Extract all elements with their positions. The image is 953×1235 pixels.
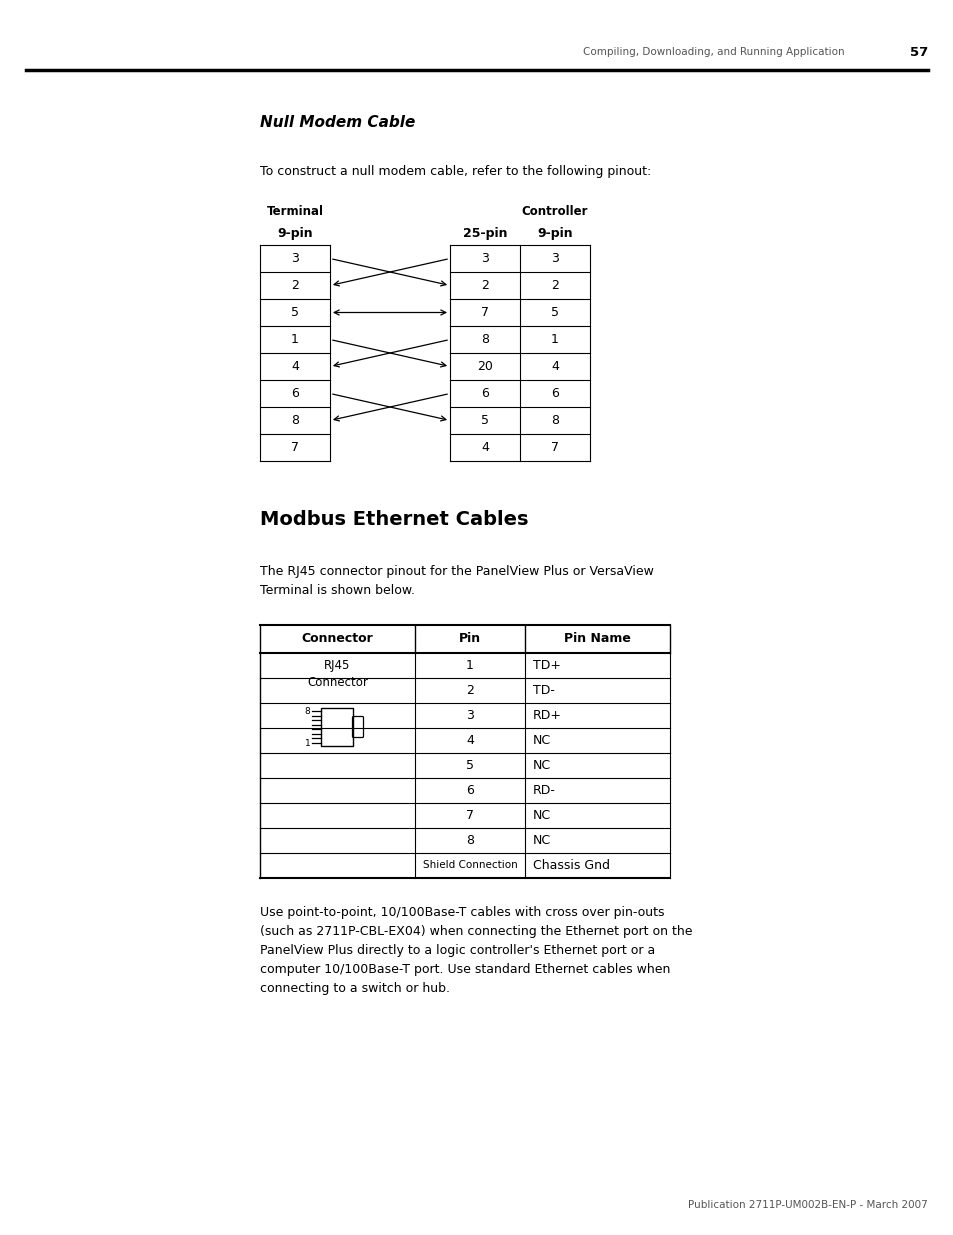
Text: 5: 5: [480, 414, 489, 427]
Text: 57: 57: [909, 46, 927, 58]
Text: 20: 20: [476, 359, 493, 373]
Text: 8: 8: [304, 706, 310, 715]
Text: TD-: TD-: [533, 684, 555, 697]
Text: 5: 5: [291, 306, 298, 319]
Text: RD-: RD-: [533, 784, 556, 797]
Text: The RJ45 connector pinout for the PanelView Plus or VersaView
Terminal is shown : The RJ45 connector pinout for the PanelV…: [260, 564, 653, 597]
Text: To construct a null modem cable, refer to the following pinout:: To construct a null modem cable, refer t…: [260, 165, 651, 178]
Bar: [321, 708, 354, 746]
Text: 1: 1: [291, 333, 298, 346]
Text: 6: 6: [480, 387, 489, 400]
Text: 2: 2: [551, 279, 558, 291]
Text: 9-pin: 9-pin: [277, 227, 313, 240]
Text: 7: 7: [465, 809, 474, 823]
Text: 3: 3: [480, 252, 489, 266]
Text: 1: 1: [551, 333, 558, 346]
Text: 6: 6: [466, 784, 474, 797]
Text: 2: 2: [291, 279, 298, 291]
Text: 8: 8: [480, 333, 489, 346]
Text: Pin Name: Pin Name: [563, 632, 630, 646]
Text: 6: 6: [551, 387, 558, 400]
Text: Connector: Connector: [301, 632, 373, 646]
Text: NC: NC: [533, 834, 551, 847]
Text: 5: 5: [551, 306, 558, 319]
Text: Use point-to-point, 10/100Base-T cables with cross over pin-outs
(such as 2711P-: Use point-to-point, 10/100Base-T cables …: [260, 906, 692, 995]
Text: NC: NC: [533, 734, 551, 747]
Text: NC: NC: [533, 809, 551, 823]
Text: 4: 4: [480, 441, 489, 454]
Text: 4: 4: [291, 359, 298, 373]
Text: Publication 2711P-UM002B-EN-P - March 2007: Publication 2711P-UM002B-EN-P - March 20…: [687, 1200, 927, 1210]
Text: 8: 8: [291, 414, 298, 427]
Text: RJ45
Connector: RJ45 Connector: [307, 659, 368, 689]
Text: 2: 2: [466, 684, 474, 697]
Text: Controller: Controller: [521, 205, 588, 219]
Text: Terminal: Terminal: [266, 205, 323, 219]
Text: 7: 7: [480, 306, 489, 319]
Text: 7: 7: [291, 441, 298, 454]
Text: Null Modem Cable: Null Modem Cable: [260, 115, 415, 130]
Text: 3: 3: [551, 252, 558, 266]
Text: Compiling, Downloading, and Running Application: Compiling, Downloading, and Running Appl…: [583, 47, 844, 57]
Text: RD+: RD+: [533, 709, 561, 722]
Text: 4: 4: [466, 734, 474, 747]
Text: 8: 8: [551, 414, 558, 427]
Text: 7: 7: [551, 441, 558, 454]
Text: 6: 6: [291, 387, 298, 400]
Text: 25-pin: 25-pin: [462, 227, 507, 240]
Text: 1: 1: [304, 739, 310, 747]
Text: 8: 8: [465, 834, 474, 847]
Text: Chassis Gnd: Chassis Gnd: [533, 860, 609, 872]
Text: Pin: Pin: [458, 632, 480, 646]
Text: TD+: TD+: [533, 659, 560, 672]
Text: NC: NC: [533, 760, 551, 772]
Text: 4: 4: [551, 359, 558, 373]
Text: Shield Connection: Shield Connection: [422, 861, 517, 871]
Text: Modbus Ethernet Cables: Modbus Ethernet Cables: [260, 510, 528, 529]
Text: 2: 2: [480, 279, 489, 291]
Text: 1: 1: [466, 659, 474, 672]
Text: 3: 3: [466, 709, 474, 722]
Text: 5: 5: [465, 760, 474, 772]
Text: 3: 3: [291, 252, 298, 266]
Text: 9-pin: 9-pin: [537, 227, 572, 240]
